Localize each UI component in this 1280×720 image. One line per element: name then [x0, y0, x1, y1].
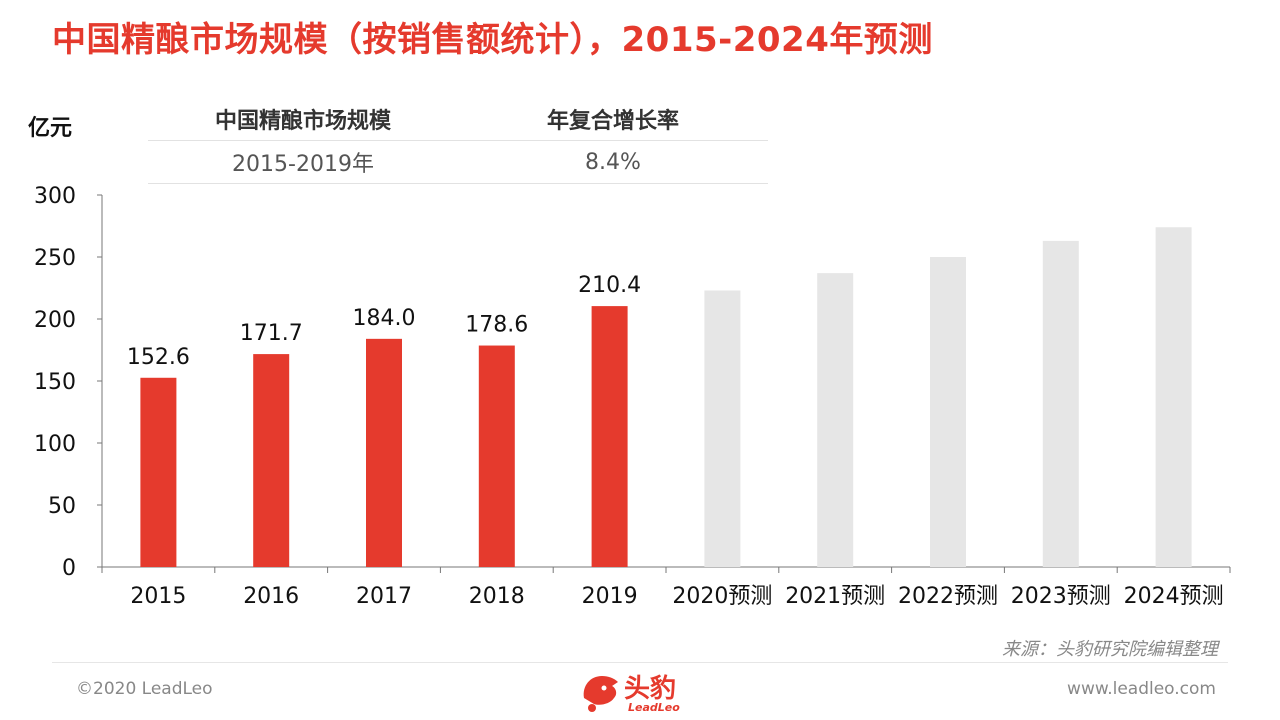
leopard-head-icon — [583, 676, 618, 712]
website-link[interactable]: www.leadleo.com — [1067, 679, 1216, 699]
cagr-table-header: 中国精酿市场规模 年复合增长率 — [148, 98, 768, 140]
bar-2019 — [591, 306, 628, 567]
cagr-period: 2015-2019年 — [232, 152, 374, 177]
bar-2024预测 — [1155, 227, 1192, 568]
bar-2016 — [253, 354, 290, 567]
x-tick-label-2015: 2015 — [130, 584, 186, 609]
data-label-2017: 184.0 — [353, 306, 416, 331]
cagr-value: 8.4% — [585, 149, 641, 175]
y-tick-label-100: 100 — [34, 432, 76, 457]
bar-2015 — [140, 377, 177, 567]
y-tick-label-50: 50 — [48, 494, 76, 519]
x-tick-label-2021预测: 2021预测 — [785, 584, 885, 609]
footer-divider — [52, 662, 1228, 663]
x-tick-label-2020预测: 2020预测 — [672, 584, 772, 609]
logo-subtext: LeadLeo — [628, 701, 680, 714]
data-label-2018: 178.6 — [465, 313, 528, 338]
x-tick-label-2016: 2016 — [243, 584, 299, 609]
data-label-2015: 152.6 — [127, 345, 190, 370]
bar-2020预测 — [704, 290, 741, 567]
cagr-table: 中国精酿市场规模 年复合增长率 2015-2019年 8.4% — [148, 98, 768, 184]
y-tick-label-0: 0 — [62, 556, 76, 581]
y-tick-label-250: 250 — [34, 246, 76, 271]
bar-2023预测 — [1042, 240, 1079, 567]
x-tick-label-2017: 2017 — [356, 584, 412, 609]
x-tick-label-2018: 2018 — [469, 584, 525, 609]
y-tick-label-200: 200 — [34, 308, 76, 333]
x-tick-label-2022预测: 2022预测 — [898, 584, 998, 609]
x-tick-label-2024预测: 2024预测 — [1124, 584, 1224, 609]
data-label-2019: 210.4 — [578, 273, 641, 298]
x-tick-label-2019: 2019 — [582, 584, 638, 609]
page-title: 中国精酿市场规模（按销售额统计），2015-2024年预测 — [52, 20, 933, 60]
cagr-table-row: 2015-2019年 8.4% — [148, 140, 768, 184]
y-tick-label-150: 150 — [34, 370, 76, 395]
y-axis-unit: 亿元 — [28, 116, 73, 141]
data-label-2016: 171.7 — [240, 321, 303, 346]
logo-text: 头豹 — [624, 674, 677, 704]
bar-2022预测 — [930, 257, 966, 567]
bar-2018 — [478, 345, 515, 567]
cagr-header-market: 中国精酿市场规模 — [214, 109, 391, 134]
leadleo-logo: 头豹 LeadLeo — [578, 664, 708, 718]
y-tick-label-300: 300 — [34, 184, 76, 209]
cagr-header-rate: 年复合增长率 — [546, 109, 679, 134]
source-note: 来源：头豹研究院编辑整理 — [1002, 639, 1218, 660]
x-tick-label-2023预测: 2023预测 — [1011, 584, 1111, 609]
bar-2021预测 — [817, 273, 854, 567]
copyright-text: ©2020 LeadLeo — [76, 679, 213, 699]
bar-2017 — [366, 338, 402, 567]
